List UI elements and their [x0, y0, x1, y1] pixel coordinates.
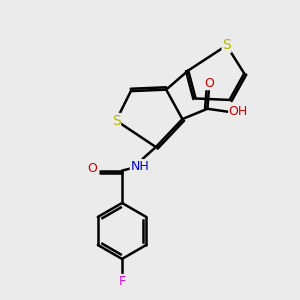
- Text: NH: NH: [130, 160, 149, 173]
- Text: S: S: [112, 114, 121, 128]
- Text: S: S: [222, 38, 231, 52]
- Text: O: O: [204, 77, 214, 90]
- Text: F: F: [118, 274, 126, 287]
- Text: O: O: [88, 162, 98, 175]
- Text: OH: OH: [229, 105, 248, 118]
